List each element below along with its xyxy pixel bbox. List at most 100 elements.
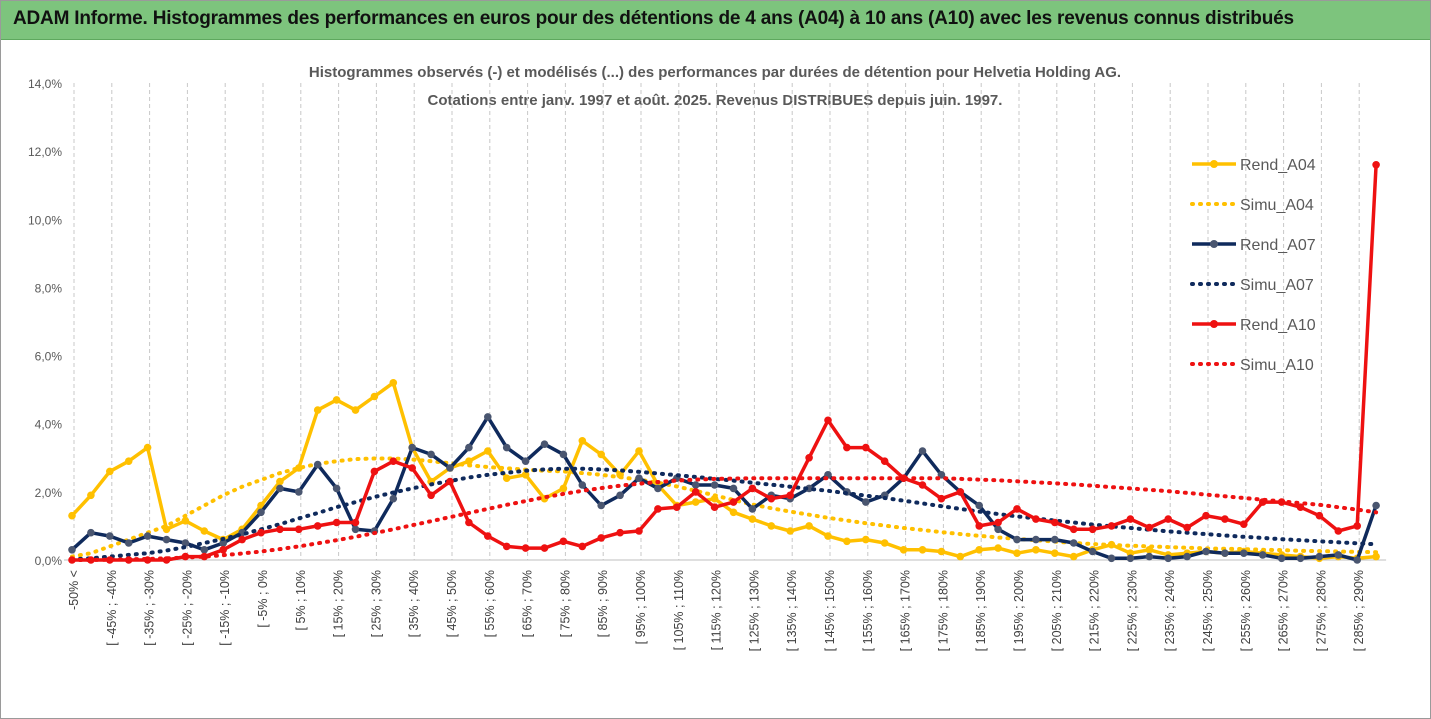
y-tick-label: 12,0%	[28, 145, 62, 159]
data-point-Rend_A10	[597, 534, 605, 542]
data-point-Rend_A10	[1315, 511, 1324, 520]
x-tick-label: [ 75% ; 80%	[558, 570, 572, 637]
data-point-Rend_A07	[1240, 549, 1248, 557]
x-tick-label: [ 275% ; 280%	[1314, 570, 1328, 651]
data-point-Rend_A10	[502, 542, 511, 551]
y-tick-label: 2,0%	[35, 486, 63, 500]
data-point-Rend_A10	[691, 488, 700, 496]
data-point-Rend_A10	[408, 464, 417, 472]
data-point-Rend_A04	[502, 474, 511, 483]
data-point-Rend_A07	[578, 481, 587, 489]
data-point-Rend_A10	[673, 503, 681, 512]
data-point-Rend_A07	[124, 539, 133, 547]
data-point-Rend_A04	[389, 379, 398, 387]
data-point-Rend_A10	[786, 491, 794, 500]
data-point-Rend_A10	[824, 416, 832, 425]
axes: 0,0% 2,0% 4,0% 6,0% 8,0% 10,0% 12,0% 14,0% -50% …	[28, 77, 1387, 651]
data-point-Rend_A07	[181, 539, 190, 547]
data-point-Rend_A10	[351, 518, 360, 527]
x-tick-label: [ 35% ; 40%	[407, 570, 421, 637]
data-point-Rend_A07	[862, 498, 870, 506]
data-point-Rend_A04	[1032, 546, 1040, 554]
data-point-Rend_A10	[1183, 523, 1191, 532]
data-point-Rend_A07	[1032, 535, 1040, 544]
data-point-Rend_A07	[332, 484, 341, 493]
x-tick-label: [ 105% ; 110%	[672, 570, 686, 650]
data-point-Rend_A07	[994, 525, 1002, 534]
legend-marker-Rend_A04	[1210, 160, 1218, 168]
x-tick-label: [ 45% ; 50%	[445, 570, 459, 637]
y-tick-label: 6,0%	[35, 350, 63, 364]
data-point-Rend_A04	[1013, 549, 1021, 557]
data-point-Rend_A07	[1107, 554, 1116, 563]
data-point-Rend_A10	[484, 532, 492, 540]
data-point-Rend_A10	[276, 525, 284, 534]
legend: Rend_A04 Simu_A04 Rend_A07 Simu_A07 Rend_A10…	[1190, 157, 1316, 374]
data-point-Rend_A04	[87, 491, 95, 500]
data-point-Rend_A04	[1069, 552, 1078, 561]
data-point-Rend_A10	[654, 505, 662, 513]
x-tick-label: [ 205% ; 210%	[1050, 570, 1064, 651]
x-tick-label: [ 185% ; 190%	[974, 570, 988, 651]
data-point-Rend_A10	[1088, 525, 1097, 534]
data-point-Rend_A07	[1277, 554, 1286, 563]
legend-label-Rend_A10: Rend_A10	[1240, 317, 1316, 334]
data-point-Rend_A04	[975, 546, 983, 554]
data-point-Rend_A10	[295, 525, 303, 534]
data-point-Rend_A10	[427, 491, 435, 500]
data-point-Rend_A04	[200, 527, 209, 535]
data-point-Rend_A07	[1296, 554, 1305, 563]
data-point-Rend_A10	[805, 454, 813, 462]
data-point-Rend_A07	[1183, 552, 1191, 561]
data-point-Rend_A04	[276, 477, 284, 486]
data-point-Rend_A04	[748, 515, 757, 523]
x-tick-label: [ 235% ; 240%	[1163, 570, 1177, 651]
series-line-Simu_A10	[70, 476, 1379, 562]
data-point-Rend_A07	[654, 484, 662, 493]
data-point-Rend_A04	[767, 522, 776, 530]
data-point-Rend_A07	[1334, 551, 1343, 559]
data-point-Rend_A10	[1145, 523, 1154, 532]
data-point-Rend_A04	[106, 467, 114, 476]
data-point-Rend_A07	[1088, 547, 1097, 556]
data-point-Rend_A07	[748, 505, 757, 513]
data-point-Rend_A10	[975, 522, 983, 530]
x-tick-label: [ 85% ; 90%	[596, 570, 610, 637]
data-point-Rend_A07	[1221, 549, 1229, 557]
data-point-Rend_A04	[559, 484, 568, 493]
data-point-Rend_A10	[1353, 522, 1361, 530]
data-point-Rend_A07	[805, 484, 813, 493]
data-point-Rend_A10	[1051, 518, 1059, 527]
x-tick-label: [ 165% ; 170%	[899, 570, 913, 651]
data-point-Rend_A04	[1051, 549, 1059, 557]
data-point-Rend_A04	[635, 447, 643, 455]
data-point-Rend_A04	[313, 406, 322, 414]
data-point-Rend_A04	[956, 552, 965, 561]
data-point-Rend_A10	[1202, 511, 1210, 520]
data-point-Rend_A04	[729, 508, 738, 517]
data-point-Rend_A07	[427, 450, 435, 459]
x-tick-label: [ -25% ; -20%	[180, 570, 194, 646]
title-banner: ADAM Informe. Histogrammes des performan…	[1, 1, 1430, 40]
x-tick-label: [ 245% ; 250%	[1201, 570, 1215, 651]
data-point-Rend_A07	[162, 535, 171, 544]
data-point-Rend_A07	[276, 484, 284, 493]
data-point-Rend_A04	[124, 457, 133, 466]
data-point-Rend_A04	[899, 546, 908, 554]
data-point-Rend_A07	[484, 413, 492, 421]
data-point-Rend_A04	[578, 437, 587, 445]
data-point-Rend_A07	[295, 488, 303, 496]
data-point-Rend_A04	[68, 511, 76, 520]
data-point-Rend_A07	[1372, 501, 1380, 510]
data-point-Rend_A07	[710, 481, 719, 489]
data-point-Rend_A10	[729, 498, 738, 506]
data-point-Rend_A04	[181, 517, 190, 525]
legend-marker-Rend_A10	[1210, 320, 1218, 328]
x-tick-label: [ 55% ; 60%	[483, 570, 497, 637]
y-tick-label: 0,0%	[35, 554, 63, 568]
x-tick-label: [ -35% ; -30%	[143, 570, 157, 646]
series-line-Simu_A04	[70, 456, 1379, 559]
chart-title-line2: Cotations entre janv. 1997 et août. 2025…	[428, 92, 1003, 109]
